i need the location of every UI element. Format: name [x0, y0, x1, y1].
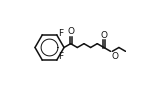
- Text: O: O: [100, 31, 107, 40]
- Text: O: O: [111, 52, 118, 61]
- Text: F: F: [58, 52, 64, 61]
- Text: F: F: [58, 30, 64, 38]
- Text: O: O: [67, 27, 74, 36]
